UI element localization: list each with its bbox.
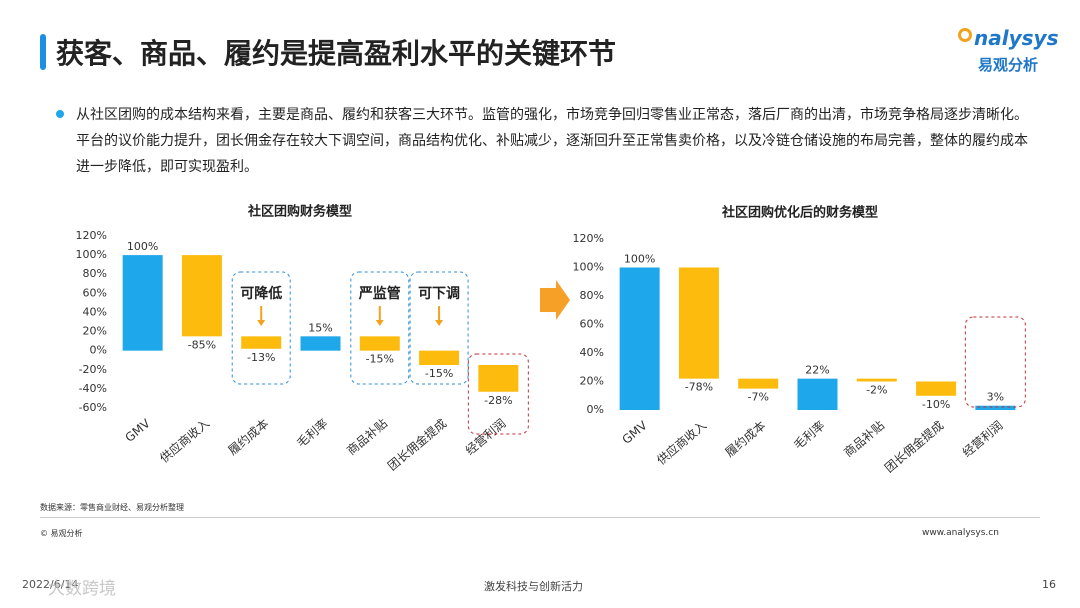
source: 数据来源：零售商业财经、易观分析整理 xyxy=(40,503,184,512)
annotation-box xyxy=(409,271,469,385)
x-tick-label: 商品补贴 xyxy=(344,415,390,457)
bar xyxy=(619,267,660,410)
y-tick-label: 40% xyxy=(83,305,107,318)
data-label: -78% xyxy=(685,381,713,394)
annotation: 可下调 xyxy=(418,286,460,302)
bar xyxy=(241,336,282,349)
data-label: -7% xyxy=(748,391,769,404)
bullet-dot xyxy=(56,110,64,118)
annotation-arrowhead xyxy=(435,320,444,326)
logo-mark xyxy=(958,28,972,42)
x-tick-label: 履约成本 xyxy=(722,417,768,459)
bar xyxy=(678,267,719,379)
annotation-arrowhead xyxy=(375,320,384,326)
data-label: -15% xyxy=(425,367,453,380)
bar xyxy=(419,350,460,365)
url: www.analysys.cn xyxy=(922,528,999,538)
data-label: 15% xyxy=(308,321,332,334)
y-tick-label: 120% xyxy=(573,232,604,245)
arrow xyxy=(540,280,570,320)
footer-line xyxy=(40,517,1040,518)
bar xyxy=(916,381,957,396)
chart-title: 社区团购财务模型 xyxy=(247,204,352,220)
y-tick-label: 100% xyxy=(573,261,604,274)
x-tick-label: 团长佣金提成 xyxy=(384,415,449,473)
x-tick-label: 经营利润 xyxy=(960,418,1006,460)
data-label: 100% xyxy=(127,240,158,253)
data-label: -2% xyxy=(866,384,887,397)
y-tick-label: 20% xyxy=(580,375,604,388)
y-tick-label: 100% xyxy=(76,248,107,261)
chart-title: 社区团购优化后的财务模型 xyxy=(721,205,878,221)
data-label: -13% xyxy=(247,351,275,364)
data-label: -10% xyxy=(922,398,950,411)
y-tick-label: 120% xyxy=(76,229,107,242)
slogan: 激发科技与创新活力 xyxy=(484,580,583,593)
y-tick-label: 0% xyxy=(587,403,604,416)
y-tick-label: 40% xyxy=(580,346,604,359)
x-tick-label: GMV xyxy=(122,416,153,445)
data-label: -85% xyxy=(188,338,216,351)
data-label: -28% xyxy=(484,394,512,407)
x-tick-label: 供应商收入 xyxy=(653,417,709,467)
annotation-box xyxy=(350,271,410,385)
bar xyxy=(975,405,1016,410)
annotation: 可降低 xyxy=(240,285,282,302)
y-tick-label: 60% xyxy=(83,286,107,299)
logo-sub: 易观分析 xyxy=(978,56,1039,74)
slide-title: 获客、商品、履约是提高盈利水平的关键环节 xyxy=(56,37,617,70)
bar xyxy=(797,378,838,410)
y-tick-label: 0% xyxy=(90,344,107,357)
title-accent xyxy=(40,34,46,70)
data-label: -15% xyxy=(366,353,394,366)
bar xyxy=(856,378,897,382)
bar xyxy=(738,378,779,389)
annotation-box xyxy=(231,271,291,385)
x-tick-label: 团长佣金提成 xyxy=(881,417,946,475)
y-tick-label: 80% xyxy=(83,267,107,280)
bullet-text: 从社区团购的成本结构来看，主要是商品、履约和获客三大环节。监管的强化，市场竞争回… xyxy=(76,107,1028,175)
y-tick-label: -60% xyxy=(79,401,107,414)
highlight-box xyxy=(964,316,1026,408)
bar xyxy=(359,336,400,351)
bar xyxy=(122,255,163,351)
bar xyxy=(478,365,519,392)
data-label: 3% xyxy=(987,391,1004,404)
page-number: 16 xyxy=(1042,578,1056,591)
date: 2022/6/14 xyxy=(22,578,79,591)
data-label: 100% xyxy=(624,253,655,266)
annotation-arrowhead xyxy=(257,320,266,326)
x-tick-label: 毛利率 xyxy=(790,417,827,452)
y-tick-label: 60% xyxy=(580,318,604,331)
y-tick-label: -20% xyxy=(79,363,107,376)
x-tick-label: 毛利率 xyxy=(293,415,330,450)
x-tick-label: 商品补贴 xyxy=(841,417,887,459)
y-tick-label: 80% xyxy=(580,289,604,302)
annotation: 严监管 xyxy=(358,285,401,302)
logo: nalysys xyxy=(974,26,1059,50)
y-tick-label: 20% xyxy=(83,325,107,338)
y-tick-label: -40% xyxy=(79,382,107,395)
bar xyxy=(181,255,222,337)
x-tick-label: 经营利润 xyxy=(463,416,509,458)
x-tick-label: 供应商收入 xyxy=(156,415,212,465)
x-tick-label: 履约成本 xyxy=(225,415,271,457)
watermark: 大数跨境 xyxy=(48,579,116,599)
copyright: © 易观分析 xyxy=(40,529,83,538)
data-label: 22% xyxy=(805,364,829,377)
x-tick-label: GMV xyxy=(619,418,650,447)
bar xyxy=(300,336,341,351)
